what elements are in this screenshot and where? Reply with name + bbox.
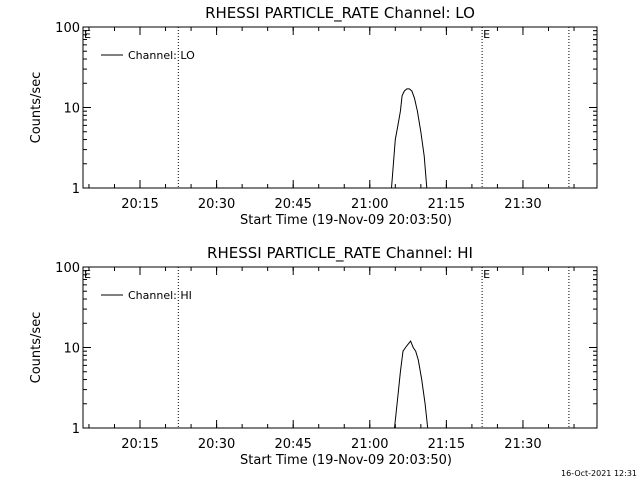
x-tick-label: 21:15 <box>428 437 465 452</box>
event-marker-label: E <box>483 268 490 281</box>
chart-title: RHESSI PARTICLE_RATE Channel: LO <box>205 4 475 23</box>
x-tick-label: 20:45 <box>274 437 311 452</box>
x-axis-label: Start Time (19-Nov-09 20:03:50) <box>240 453 452 468</box>
y-axis-label: Counts/sec <box>29 312 44 384</box>
footer-timestamp: 16-Oct-2021 12:31 <box>561 469 637 478</box>
legend-entry: Channel: LO <box>128 49 195 62</box>
y-tick-label: 1 <box>72 182 80 197</box>
y-axis-label: Counts/sec <box>29 72 44 144</box>
y-tick-label: 10 <box>63 342 80 357</box>
x-tick-label: 21:00 <box>351 437 388 452</box>
chart-title: RHESSI PARTICLE_RATE Channel: HI <box>207 244 473 263</box>
x-axis-label: Start Time (19-Nov-09 20:03:50) <box>240 213 452 228</box>
x-tick-label: 21:30 <box>504 437 541 452</box>
series-line <box>391 88 428 189</box>
series-line <box>394 340 429 429</box>
left-marker-label: E <box>84 268 91 281</box>
y-tick-label: 1 <box>72 422 80 437</box>
x-tick-label: 20:15 <box>121 437 158 452</box>
y-tick-label: 100 <box>55 261 80 276</box>
y-tick-label: 10 <box>63 102 80 117</box>
x-tick-label: 21:30 <box>504 197 541 212</box>
panel-lo: RHESSI PARTICLE_RATE Channel: LO 1 10 100 20… <box>29 4 598 228</box>
x-tick-label: 21:15 <box>428 197 465 212</box>
left-marker-label: E <box>84 28 91 41</box>
x-tick-label: 21:00 <box>351 197 388 212</box>
event-marker-label: E <box>483 28 490 41</box>
x-tick-label: 20:15 <box>121 197 158 212</box>
panel-hi: RHESSI PARTICLE_RATE Channel: HI 1 10 100 20… <box>29 244 598 468</box>
y-tick-label: 100 <box>55 21 80 36</box>
x-tick-label: 20:30 <box>198 197 235 212</box>
legend-entry: Channel: HI <box>128 289 192 302</box>
x-tick-label: 20:45 <box>274 197 311 212</box>
x-tick-label: 20:30 <box>198 437 235 452</box>
